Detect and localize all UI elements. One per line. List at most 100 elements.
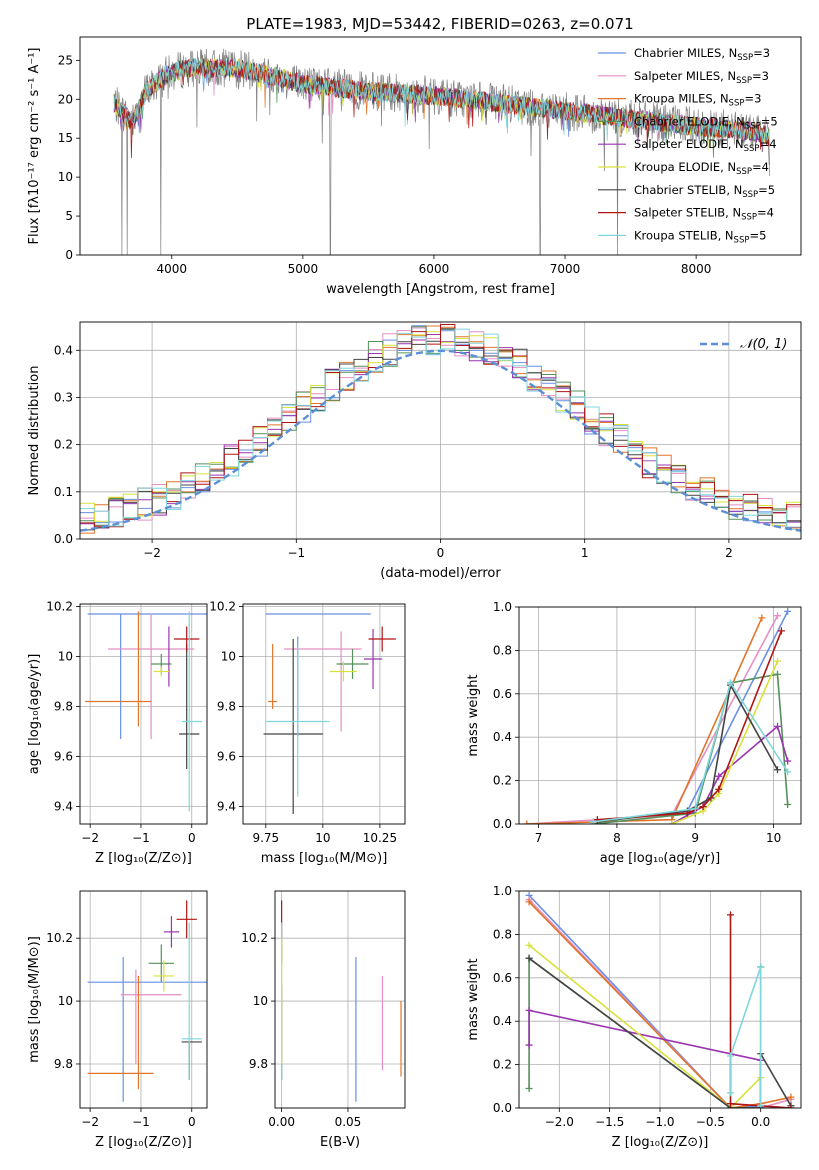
- legend-label: Chabrier MILES, NSSP=3: [634, 46, 770, 63]
- tick-label-x: 5000: [288, 262, 319, 276]
- marks: [525, 891, 795, 1108]
- tick-label-y: 9.8: [54, 700, 73, 714]
- legend-label: Kroupa MILES, NSSP=3: [634, 92, 761, 109]
- tick-label-x: 7000: [550, 262, 581, 276]
- marks: [85, 611, 207, 812]
- weight-point-marker: [757, 1102, 765, 1108]
- grid: [275, 891, 405, 1108]
- tick-label-y: 9.8: [249, 1057, 268, 1071]
- tick-label-y: 0.2: [493, 1058, 512, 1072]
- weight-point-marker: [589, 818, 597, 824]
- axes: −2 −1 0 9.4 9.6 9.8 10 10.2 Z [log₁₀(Z/Z⊙)] age […: [27, 600, 208, 866]
- tick-label-x: 6000: [419, 262, 450, 276]
- tick-label-y: 0.1: [54, 485, 73, 499]
- axes-frame: [242, 603, 406, 825]
- tick-label-y: 9.4: [54, 800, 73, 814]
- normal-reference-curve: [80, 349, 801, 532]
- y-axis-label: mass weight: [466, 958, 481, 1040]
- weight-point-marker: [523, 820, 531, 824]
- weight-point-marker: [784, 757, 792, 765]
- x-axis-label: Z [log₁₀(Z/Z⊙)]: [95, 1135, 192, 1150]
- tick-label-y: 0.8: [493, 927, 512, 941]
- axes: 0.00 0.05 9.8 10 10.2 E(B-V): [241, 890, 406, 1150]
- tick-label-x: −2: [81, 1115, 99, 1129]
- weight-series-line: [528, 901, 792, 1108]
- tick-label-y: 0.6: [493, 971, 512, 985]
- axes-frame: [79, 890, 208, 1109]
- tick-label-y: 10.2: [241, 931, 268, 945]
- axes-frame: [79, 321, 802, 540]
- axes-frame: [79, 36, 802, 256]
- weight-point-marker: [727, 1052, 734, 1060]
- marks: [263, 613, 396, 814]
- weight-series-line: [528, 1009, 762, 1108]
- legend-label: Salpeter ELODIE, NSSP=4: [634, 137, 777, 154]
- tick-label-x: −1: [132, 831, 150, 845]
- tick-label-y: 10.2: [46, 931, 73, 945]
- weight-series-line: [593, 681, 789, 823]
- tick-label-y: 9.6: [54, 750, 73, 764]
- weight-series-line: [729, 966, 762, 1106]
- tick-label-y: 0.4: [493, 1014, 512, 1028]
- tick-label-y: 1.0: [493, 600, 512, 614]
- grid: [243, 604, 405, 824]
- weight-series-line: [593, 673, 789, 824]
- marks: [87, 900, 207, 1102]
- weight-point-marker: [699, 803, 707, 811]
- grid: [80, 891, 207, 1108]
- axes-frame: [518, 890, 802, 1109]
- weight-point-marker: [727, 1100, 734, 1108]
- weight-point-marker: [787, 1093, 795, 1101]
- tick-label-y: 25: [58, 53, 73, 67]
- weight-point-marker: [774, 722, 781, 730]
- tick-label-x: 10: [766, 831, 781, 845]
- tick-label-y: 0: [65, 248, 73, 262]
- weight-point-marker: [784, 800, 792, 808]
- x-axis-label: wavelength [Angstrom, rest frame]: [326, 282, 555, 297]
- y-axis-label: mass [log₁₀(M/M⊙)]: [27, 936, 42, 1063]
- tick-label-y: 20: [58, 92, 73, 106]
- axes-frame: [79, 603, 208, 825]
- tick-label-y: 0.3: [54, 390, 73, 404]
- tick-label-y: 0.0: [493, 1101, 512, 1115]
- tick-label-y: 5: [65, 209, 73, 223]
- weight-point-marker: [774, 657, 781, 665]
- axes: 9.75 10 10.25 9.4 9.6 9.8 10 10.2 mass [log₁₀(M/…: [209, 600, 406, 866]
- weight-series-line: [729, 914, 791, 1108]
- tick-label-x: −1.5: [595, 1115, 624, 1129]
- legend-label: Salpeter MILES, NSSP=3: [634, 69, 769, 86]
- tick-label-x: −2: [81, 831, 99, 845]
- weight-point-marker: [525, 1041, 533, 1049]
- tick-label-y: 0.2: [54, 438, 73, 452]
- weight-vs-metallicity-panel: −2.0 −1.5 −1.0 −0.5 0.0 0.0 0.2 0.4 0.6 0.8 1.0 Z […: [466, 884, 802, 1150]
- weight-series-line: [597, 682, 779, 823]
- marks: [80, 324, 801, 534]
- tick-label-y: 9.8: [217, 700, 236, 714]
- tick-label-y: 10.2: [209, 600, 236, 614]
- tick-label-x: 0.0: [751, 1115, 770, 1129]
- grid: [519, 606, 801, 825]
- tick-label-y: 9.6: [217, 750, 236, 764]
- tick-label-x: 10.25: [363, 831, 397, 845]
- x-axis-label: Z [log₁₀(Z/Z⊙)]: [95, 851, 192, 866]
- weight-series-line: [528, 957, 792, 1108]
- weight-point-marker: [525, 1006, 533, 1014]
- legend-label: Salpeter STELIB, NSSP=4: [634, 206, 774, 223]
- legend-label: 𝒩(0, 1): [740, 337, 787, 352]
- y-axis-label: Flux [fλ10⁻¹⁷ erg cm⁻² s⁻¹ A⁻¹]: [27, 48, 42, 245]
- marks: [281, 900, 402, 1102]
- spectrum-legend: Chabrier MILES, NSSP=3 Salpeter MILES, NS…: [598, 46, 778, 245]
- weight-point-marker: [758, 614, 766, 622]
- tick-label-x: 0: [437, 546, 445, 560]
- weight-series-line: [528, 956, 762, 1108]
- weight-point-marker: [784, 768, 792, 776]
- legend-label: Kroupa STELIB, NSSP=5: [634, 228, 766, 245]
- tick-label-y: 0.0: [54, 532, 73, 546]
- weight-point-marker: [774, 766, 781, 774]
- weight-point-marker: [727, 1089, 734, 1097]
- weight-series-line: [593, 610, 789, 823]
- tick-label-x: 0.00: [268, 1115, 295, 1129]
- weight-point-marker: [715, 785, 723, 793]
- age-vs-mass-panel: 9.75 10 10.25 9.4 9.6 9.8 10 10.2 mass [log₁₀(M/…: [209, 600, 406, 866]
